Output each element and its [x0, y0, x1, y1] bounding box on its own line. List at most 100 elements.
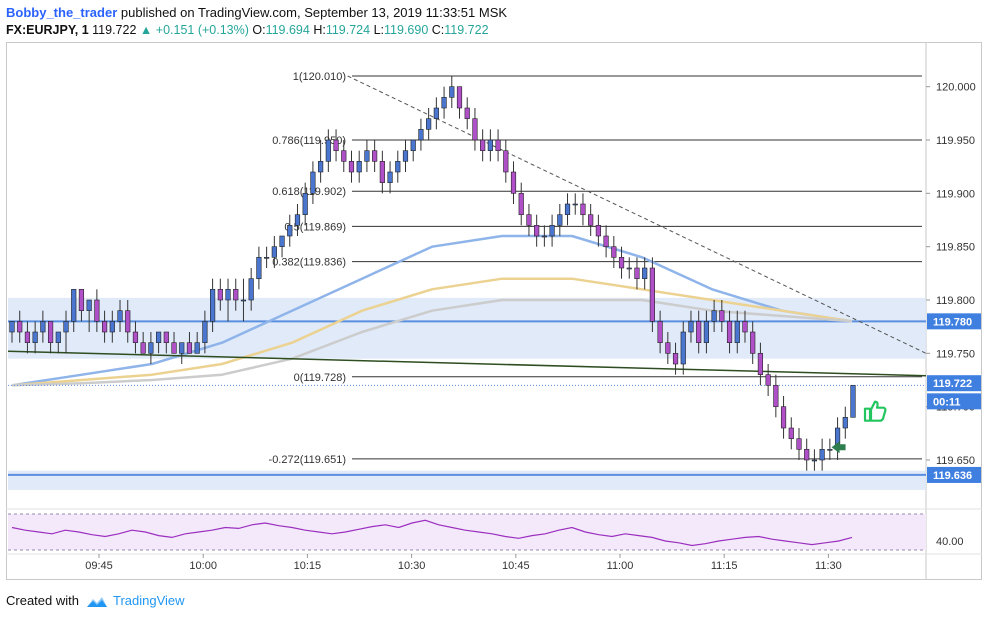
- candle-body[interactable]: [310, 171, 316, 194]
- candle-body[interactable]: [472, 118, 478, 141]
- candle-body[interactable]: [557, 214, 563, 226]
- candle-body[interactable]: [418, 129, 424, 141]
- candle-body[interactable]: [179, 342, 185, 354]
- candle-body[interactable]: [773, 385, 779, 407]
- candle-body[interactable]: [94, 299, 100, 322]
- candle-body[interactable]: [148, 342, 154, 354]
- candle-body[interactable]: [603, 235, 609, 247]
- candle-body[interactable]: [163, 331, 169, 343]
- candle-body[interactable]: [734, 321, 740, 343]
- candle-body[interactable]: [433, 107, 439, 119]
- candle-body[interactable]: [9, 321, 15, 333]
- candle-body[interactable]: [186, 342, 193, 354]
- candle-body[interactable]: [703, 321, 709, 343]
- candle-body[interactable]: [240, 299, 247, 302]
- candle-body[interactable]: [495, 139, 501, 151]
- candle-body[interactable]: [372, 150, 378, 162]
- candle-body[interactable]: [132, 331, 139, 343]
- candle-body[interactable]: [71, 289, 77, 322]
- candle-body[interactable]: [125, 310, 131, 333]
- candle-body[interactable]: [827, 449, 833, 451]
- candle-body[interactable]: [171, 342, 177, 354]
- candle-body[interactable]: [719, 310, 725, 322]
- candle-body[interactable]: [364, 150, 370, 162]
- candle-body[interactable]: [318, 161, 324, 173]
- candle-body[interactable]: [333, 139, 339, 151]
- candle-body[interactable]: [101, 321, 108, 333]
- candle-body[interactable]: [426, 118, 432, 130]
- candle-body[interactable]: [325, 139, 331, 162]
- candle-body[interactable]: [47, 321, 54, 343]
- candle-body[interactable]: [788, 427, 794, 439]
- candle-body[interactable]: [750, 331, 756, 354]
- candle-body[interactable]: [271, 246, 277, 258]
- candle-body[interactable]: [765, 374, 771, 386]
- candle-body[interactable]: [626, 267, 632, 270]
- candle-body[interactable]: [279, 235, 285, 247]
- tradingview-brand[interactable]: TradingView: [113, 593, 185, 608]
- candle-body[interactable]: [78, 289, 85, 311]
- candle-body[interactable]: [248, 278, 254, 301]
- candle-body[interactable]: [842, 417, 848, 429]
- candle-body[interactable]: [194, 342, 200, 354]
- candle-body[interactable]: [572, 203, 578, 206]
- candle-body[interactable]: [55, 331, 61, 343]
- candle-body[interactable]: [757, 353, 764, 375]
- candle-body[interactable]: [696, 321, 702, 343]
- candle-body[interactable]: [595, 225, 601, 237]
- candle-body[interactable]: [526, 214, 532, 226]
- candle-body[interactable]: [109, 321, 115, 333]
- candle-body[interactable]: [217, 289, 223, 301]
- candle-body[interactable]: [264, 257, 270, 259]
- candle-body[interactable]: [225, 289, 231, 301]
- candle-body[interactable]: [202, 321, 208, 343]
- candle-body[interactable]: [456, 86, 463, 109]
- candle-body[interactable]: [580, 203, 586, 215]
- candle-body[interactable]: [32, 331, 38, 343]
- candle-body[interactable]: [17, 321, 23, 333]
- candle-body[interactable]: [356, 161, 362, 173]
- candle-body[interactable]: [86, 299, 92, 311]
- candle-body[interactable]: [541, 235, 547, 238]
- candle-body[interactable]: [395, 161, 401, 173]
- candle-body[interactable]: [680, 331, 686, 365]
- candle-body[interactable]: [819, 449, 825, 461]
- candle-body[interactable]: [379, 161, 385, 183]
- candle-body[interactable]: [256, 257, 262, 279]
- candle-body[interactable]: [510, 171, 517, 194]
- candle-body[interactable]: [634, 267, 640, 279]
- candle-body[interactable]: [688, 321, 694, 333]
- candle-body[interactable]: [449, 86, 455, 98]
- candle-body[interactable]: [742, 321, 748, 333]
- candle-body[interactable]: [233, 289, 239, 301]
- candle-body[interactable]: [294, 214, 301, 226]
- candle-body[interactable]: [657, 321, 663, 343]
- candle-body[interactable]: [811, 459, 818, 462]
- candle-body[interactable]: [24, 331, 31, 343]
- candle-body[interactable]: [549, 225, 555, 237]
- candle-body[interactable]: [518, 193, 524, 215]
- candle-body[interactable]: [402, 150, 409, 162]
- candle-body[interactable]: [711, 310, 717, 322]
- candle-body[interactable]: [63, 321, 69, 333]
- candle-body[interactable]: [642, 267, 648, 279]
- candle-body[interactable]: [503, 150, 509, 173]
- candle-body[interactable]: [665, 342, 671, 354]
- candle-body[interactable]: [850, 385, 856, 418]
- candle-body[interactable]: [287, 225, 293, 237]
- candle-body[interactable]: [487, 139, 493, 151]
- candle-body[interactable]: [302, 193, 308, 215]
- candle-body[interactable]: [348, 161, 355, 173]
- candle-body[interactable]: [780, 406, 787, 429]
- candle-body[interactable]: [140, 342, 146, 354]
- candle-body[interactable]: [40, 321, 46, 333]
- candle-body[interactable]: [387, 171, 393, 183]
- candle-body[interactable]: [649, 267, 655, 322]
- candle-body[interactable]: [441, 97, 447, 109]
- candle-body[interactable]: [672, 353, 679, 365]
- candle-body[interactable]: [341, 150, 347, 162]
- candle-body[interactable]: [804, 449, 810, 461]
- candle-body[interactable]: [534, 225, 540, 237]
- candle-body[interactable]: [588, 214, 594, 226]
